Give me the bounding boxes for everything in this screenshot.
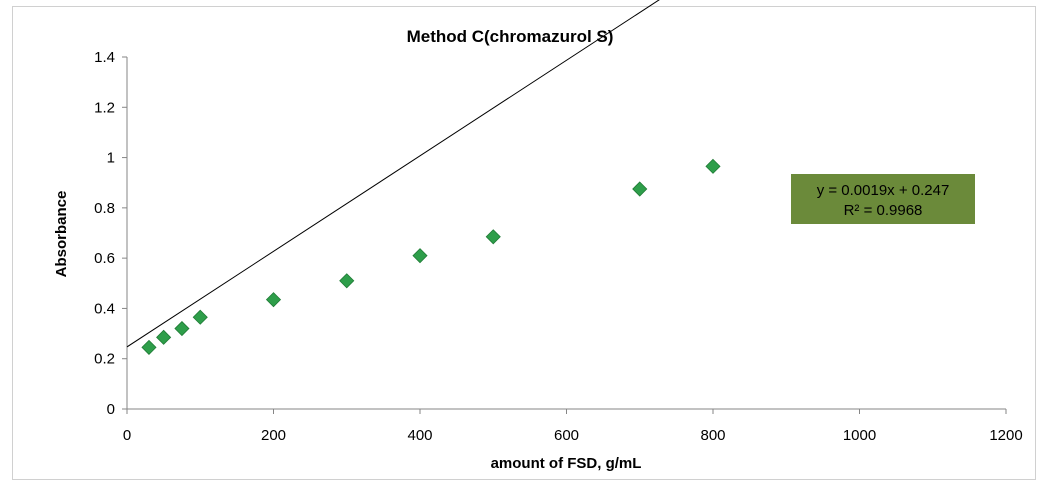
x-tick-label: 1000 bbox=[843, 427, 876, 444]
x-tick-label: 400 bbox=[407, 427, 432, 444]
data-point bbox=[339, 273, 355, 289]
trendline-r2: R² = 0.9968 bbox=[844, 202, 923, 219]
data-point bbox=[632, 181, 648, 197]
equation-box: y = 0.0019x + 0.247 R² = 0.9968 bbox=[791, 174, 975, 224]
y-tick-label: 0.8 bbox=[94, 200, 115, 217]
data-point bbox=[141, 339, 157, 355]
equation-box-background bbox=[791, 174, 975, 224]
data-point bbox=[705, 158, 721, 174]
y-tick-label: 0.4 bbox=[94, 300, 115, 317]
x-tick-label: 0 bbox=[123, 427, 131, 444]
x-axis-label: amount of FSD, g/mL bbox=[491, 455, 642, 472]
x-tick-label: 600 bbox=[554, 427, 579, 444]
data-point bbox=[192, 309, 208, 325]
x-tick-label: 200 bbox=[261, 427, 286, 444]
x-tick-label: 800 bbox=[700, 427, 725, 444]
y-tick-label: 1.4 bbox=[94, 49, 115, 66]
data-point bbox=[485, 229, 501, 245]
y-tick-label: 0 bbox=[107, 401, 115, 418]
y-tick-label: 0.2 bbox=[94, 351, 115, 368]
trendline-group bbox=[126, 0, 660, 348]
data-point bbox=[412, 248, 428, 264]
trendline bbox=[126, 0, 660, 348]
data-point bbox=[265, 292, 282, 308]
data-points bbox=[141, 158, 721, 355]
y-axis-label: Absorbance bbox=[53, 191, 70, 278]
data-point bbox=[156, 329, 172, 345]
data-point bbox=[174, 320, 190, 337]
y-tick-label: 0.6 bbox=[94, 250, 115, 267]
chart-frame bbox=[12, 6, 1036, 480]
y-tick-label: 1.2 bbox=[94, 99, 115, 116]
x-tick-label: 1200 bbox=[989, 427, 1022, 444]
trendline-equation: y = 0.0019x + 0.247 bbox=[817, 182, 950, 199]
chart-title: Method C(chromazurol S) bbox=[407, 27, 614, 46]
y-tick-label: 1 bbox=[107, 150, 115, 167]
axes: 0 0.2 0.4 0.6 0.8 1 1.2 1.4 0 200 400 600 800 1000 120… bbox=[94, 49, 1023, 444]
